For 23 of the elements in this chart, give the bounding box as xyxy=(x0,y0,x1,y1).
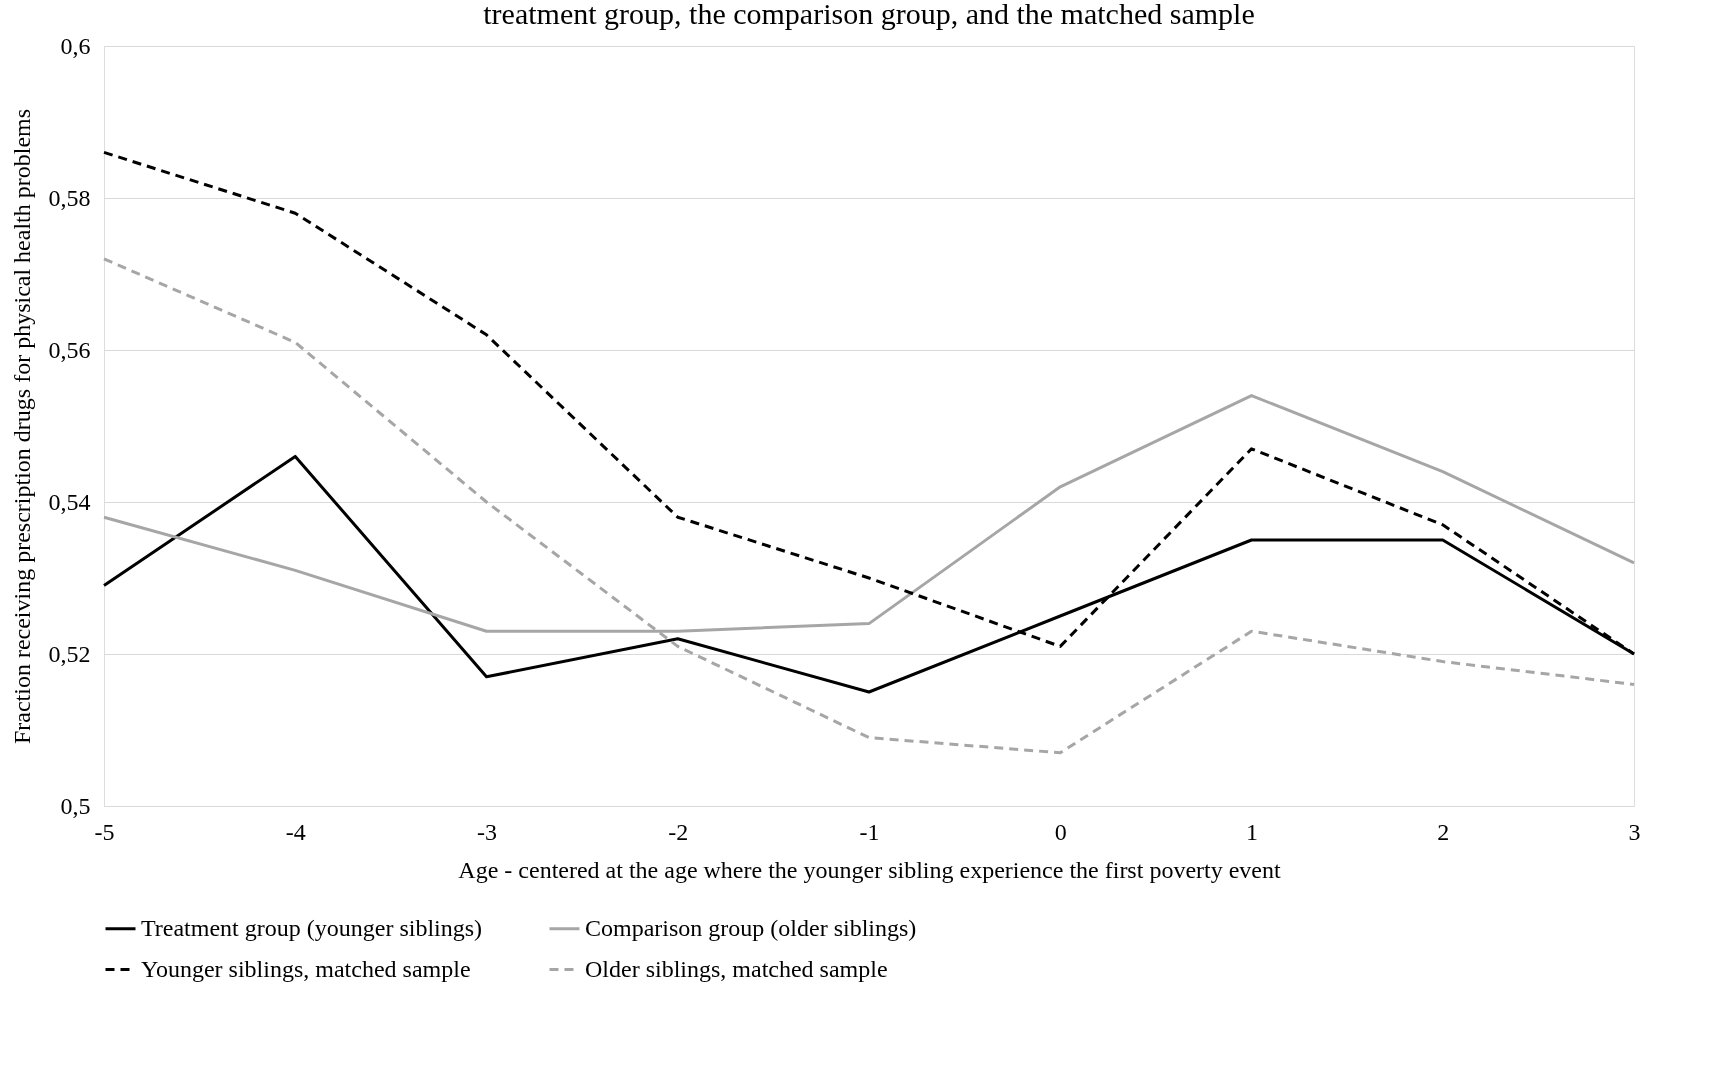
x-axis-title: Age - centered at the age where the younger sibling experience the first poverty event xyxy=(458,856,1281,883)
y-tick-label: 0,56 xyxy=(48,336,91,363)
y-axis-title: Fraction receiving prescription drugs for physical health problems xyxy=(8,108,35,745)
legend-label: Older siblings, matched sample xyxy=(585,955,888,982)
x-tick-label: 1 xyxy=(1246,818,1258,845)
x-tick-label: -5 xyxy=(94,818,115,845)
x-tick-label: -3 xyxy=(477,818,497,845)
line-series xyxy=(102,257,1636,755)
x-tick-label: 3 xyxy=(1628,818,1641,845)
legend-label: Younger siblings, matched sample xyxy=(141,955,471,982)
legend-label: Treatment group (younger siblings) xyxy=(141,914,483,941)
chart-title: treatment group, the comparison group, and the matched sample xyxy=(483,0,1255,30)
x-tick-label: -1 xyxy=(859,818,880,845)
x-tick-label: 2 xyxy=(1437,818,1450,845)
x-tick-label: -4 xyxy=(285,818,306,845)
y-tick-label: 0,5 xyxy=(60,792,91,819)
y-tick-label: 0,6 xyxy=(60,32,91,59)
y-tick-label: 0,54 xyxy=(48,488,91,515)
y-tick-label: 0,52 xyxy=(48,640,91,667)
legend-label: Comparison group (older siblings) xyxy=(585,914,917,941)
x-tick-label: -2 xyxy=(668,818,689,845)
y-tick-label: 0,58 xyxy=(48,184,91,211)
x-tick-label: 0 xyxy=(1054,818,1067,845)
